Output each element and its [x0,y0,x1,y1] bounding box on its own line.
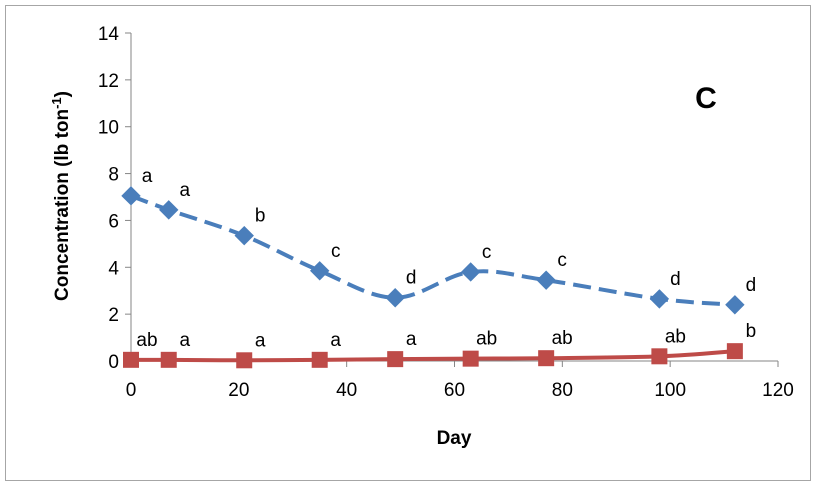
y-tick-label: 12 [98,71,119,92]
y-tick-label: 8 [108,165,119,186]
series-1-point-label: c [557,250,567,271]
series-2-marker [462,350,479,367]
series-2-point-label: ab [136,330,157,351]
series-1-marker [536,270,556,290]
y-tick-label: 0 [108,352,119,373]
series-1-point-label: b [255,206,266,227]
series-2-marker [123,351,139,368]
series-1-point-label: d [670,269,681,290]
x-axis-title: Day [437,428,472,449]
series-2-point-label: ab [665,326,686,347]
chart-frame [5,5,811,481]
series-2-marker [311,351,328,368]
series-1-marker [460,262,481,282]
y-axis-title-tail: ) [52,91,73,97]
series-2-line [130,349,736,363]
series-2-point-label: a [255,330,266,351]
series-2-point-label: a [179,330,190,351]
series-2-point-label: a [406,329,417,350]
series-1-line [130,193,736,307]
series-1-marker [234,225,254,246]
x-tick-label: 100 [654,380,686,401]
axes [125,32,779,367]
series-2-point-label: ab [552,328,573,349]
y-axis-title: Concentration (lb ton-1) [49,91,73,301]
panel-label: C [695,82,717,115]
series-1-marker [159,200,179,220]
x-tick-label: 0 [126,380,137,401]
series-2-marker [236,352,253,369]
series-1-marker [310,261,330,281]
x-tick-label: 20 [228,380,249,401]
series-2-point-label: b [746,321,757,342]
x-tick-label: 40 [336,380,357,401]
series-layer [121,186,745,369]
series-1-point-label: a [179,180,190,201]
y-tick-label: 10 [98,118,119,139]
tick-labels: 0 2 4 6 8 10 12 14 0 20 40 60 80 100 120 [98,24,794,401]
series-1-marker [649,289,670,309]
series-1-marker [385,288,405,308]
y-axis-title-main: Concentration (lb ton [52,109,73,301]
series-2-marker [538,350,555,367]
series-1-point-label: d [406,268,417,289]
y-tick-label: 14 [98,24,120,45]
series-1-point-label: a [142,166,153,187]
series-1-marker [121,186,141,206]
y-tick-label: 2 [108,305,119,326]
series-1-marker [725,295,745,315]
x-tick-label: 60 [444,380,465,401]
series-2-marker [160,351,177,368]
y-tick-label: 4 [108,258,119,279]
series-1-point-label: c [331,241,341,262]
series-1-point-label: c [482,242,492,263]
series-2-marker [726,343,743,360]
series-2-point-label: a [330,330,341,351]
series-1-point-label: d [746,275,757,296]
series-2-point-label: ab [476,329,497,350]
series-2-marker [387,351,404,368]
x-tick-label: 120 [762,380,794,401]
x-tick-label: 80 [552,380,573,401]
y-axis-title-superscript: -1 [49,97,64,109]
series-2-marker [651,348,668,365]
y-tick-label: 6 [108,211,119,232]
